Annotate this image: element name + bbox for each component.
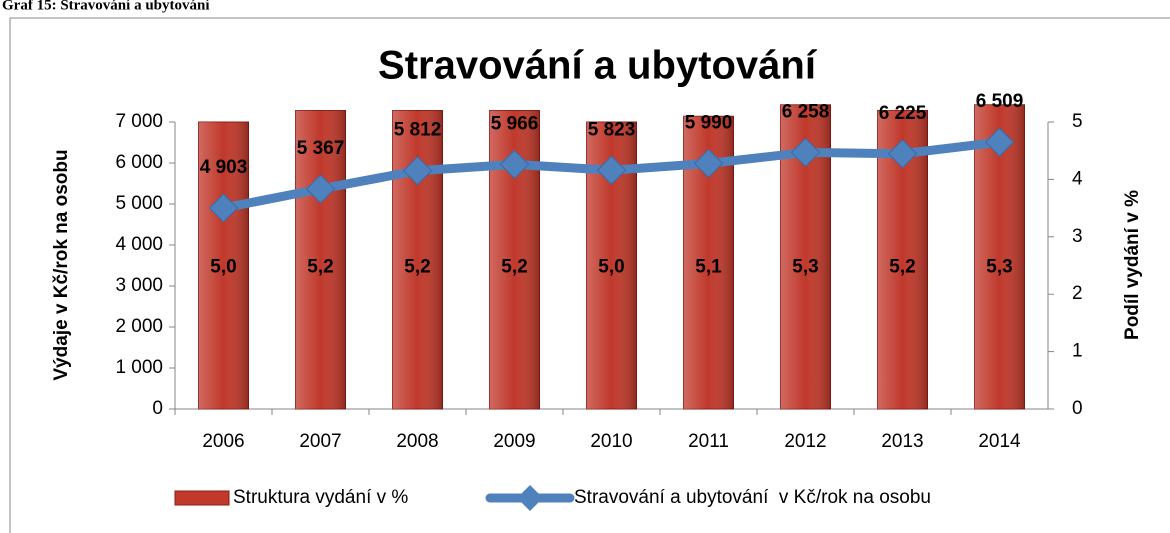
line-value-label: 5 367 [297, 138, 345, 159]
y-tick-label: 7 000 [115, 111, 163, 132]
chart-title: Stravování a ubytování [378, 44, 818, 88]
line-marker [499, 149, 530, 180]
line-marker [596, 155, 627, 185]
y2-tick-label: 3 [1072, 226, 1083, 247]
line-value-label: 5 823 [588, 119, 636, 140]
x-tick-label: 2012 [784, 431, 826, 452]
line-marker [887, 139, 918, 169]
x-tick-label: 2007 [299, 431, 341, 452]
line-value-label: 5 812 [394, 120, 442, 141]
line-marker [305, 174, 336, 204]
bar-value-label: 5,3 [792, 257, 818, 278]
line-marker [693, 148, 724, 179]
x-tick-label: 2009 [493, 431, 535, 452]
line-marker [984, 127, 1015, 157]
legend-label: Struktura vydání v % [233, 487, 408, 508]
line-value-label: 5 990 [685, 112, 733, 133]
legend-label: Stravování a ubytování v Kč/rok na osobu [574, 487, 931, 508]
legend-marker [517, 485, 543, 511]
x-tick-label: 2010 [590, 431, 632, 452]
y2-axis-label: Podíl vydání v % [1122, 190, 1143, 340]
bar-value-label: 5,0 [598, 257, 624, 278]
bar-value-label: 5,2 [889, 257, 915, 278]
bar-value-label: 5,2 [404, 257, 430, 278]
y2-tick-label: 5 [1072, 111, 1083, 132]
line-value-label: 4 903 [200, 157, 248, 178]
legend-swatch [174, 490, 230, 506]
y-tick-label: 4 000 [115, 234, 163, 255]
y-axis-label: Výdaje v Kč/rok na osobu [51, 149, 72, 380]
x-tick-label: 2008 [396, 431, 438, 452]
y-tick-label: 3 000 [115, 275, 163, 296]
y2-tick-label: 2 [1072, 283, 1083, 304]
bar-shade [295, 110, 346, 410]
y-tick-label: 5 000 [115, 193, 163, 214]
bar-value-label: 5,0 [210, 257, 236, 278]
x-tick-label: 2013 [881, 431, 923, 452]
bar-value-label: 5,1 [695, 257, 722, 278]
bar-value-label: 5,2 [307, 257, 333, 278]
x-tick-label: 2011 [688, 431, 729, 452]
line-value-label: 6 225 [879, 103, 927, 124]
y-tick-label: 0 [152, 398, 163, 419]
x-tick-label: 2014 [978, 431, 1021, 452]
bar-value-label: 5,3 [986, 257, 1012, 278]
line-value-label: 6 509 [976, 91, 1024, 112]
y-tick-label: 6 000 [115, 152, 163, 173]
line-marker [790, 137, 821, 168]
line-value-label: 5 966 [491, 113, 539, 134]
line-value-label: 6 258 [782, 101, 830, 122]
y-tick-label: 1 000 [115, 357, 163, 378]
y2-tick-label: 1 [1072, 341, 1083, 362]
y-tick-label: 2 000 [115, 316, 163, 337]
line-marker [402, 156, 433, 186]
line-marker [208, 193, 239, 223]
caption: Graf 15: Stravování a ubytování [2, 0, 210, 13]
x-tick-label: 2006 [202, 431, 244, 452]
bar-value-label: 5,2 [501, 257, 527, 278]
y2-tick-label: 0 [1072, 398, 1083, 419]
bar-shade [198, 122, 249, 409]
y2-tick-label: 4 [1072, 168, 1083, 189]
